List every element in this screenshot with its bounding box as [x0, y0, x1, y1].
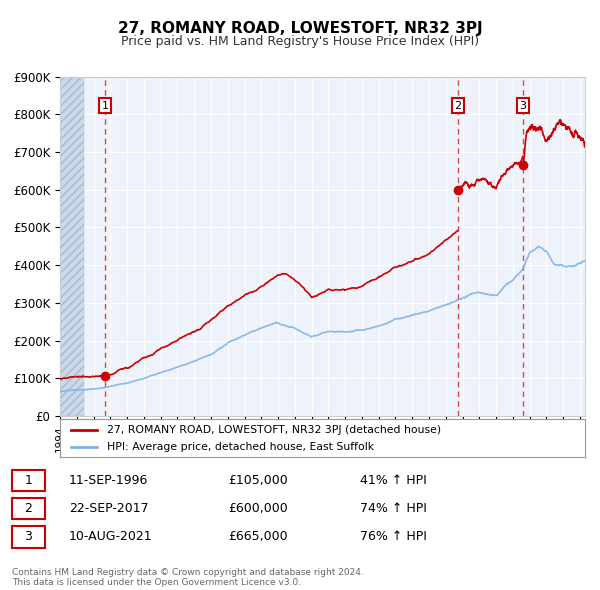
Text: 2: 2 — [454, 100, 461, 110]
Text: 3: 3 — [520, 100, 527, 110]
Text: 27, ROMANY ROAD, LOWESTOFT, NR32 3PJ: 27, ROMANY ROAD, LOWESTOFT, NR32 3PJ — [118, 21, 482, 35]
Text: 27, ROMANY ROAD, LOWESTOFT, NR32 3PJ (detached house): 27, ROMANY ROAD, LOWESTOFT, NR32 3PJ (de… — [107, 425, 442, 435]
Text: 3: 3 — [25, 530, 32, 543]
Text: 1: 1 — [25, 474, 32, 487]
Text: 2: 2 — [25, 502, 32, 515]
Text: 74% ↑ HPI: 74% ↑ HPI — [360, 502, 427, 515]
Text: 76% ↑ HPI: 76% ↑ HPI — [360, 530, 427, 543]
Text: Price paid vs. HM Land Registry's House Price Index (HPI): Price paid vs. HM Land Registry's House … — [121, 35, 479, 48]
Text: 10-AUG-2021: 10-AUG-2021 — [69, 530, 152, 543]
Bar — [60, 77, 84, 416]
Text: 1: 1 — [101, 100, 109, 110]
Text: 11-SEP-1996: 11-SEP-1996 — [69, 474, 148, 487]
Text: Contains HM Land Registry data © Crown copyright and database right 2024.
This d: Contains HM Land Registry data © Crown c… — [12, 568, 364, 587]
Text: 22-SEP-2017: 22-SEP-2017 — [69, 502, 149, 515]
Text: HPI: Average price, detached house, East Suffolk: HPI: Average price, detached house, East… — [107, 441, 374, 451]
Text: £665,000: £665,000 — [228, 530, 287, 543]
Text: £600,000: £600,000 — [228, 502, 288, 515]
Text: 41% ↑ HPI: 41% ↑ HPI — [360, 474, 427, 487]
Text: £105,000: £105,000 — [228, 474, 288, 487]
